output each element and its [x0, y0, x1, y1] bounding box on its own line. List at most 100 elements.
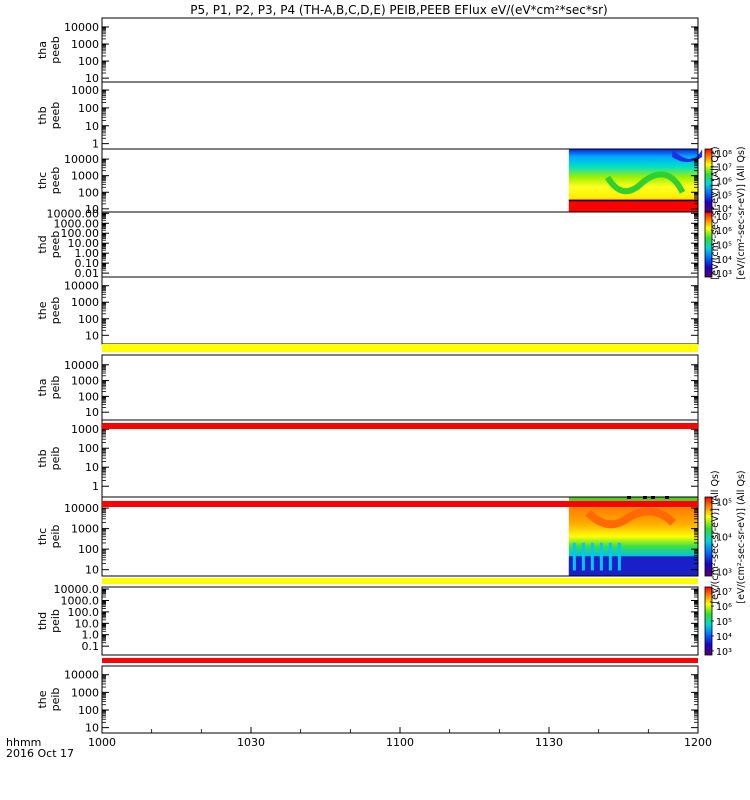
x-tick-label: 1200 [684, 736, 712, 749]
colorbar-tick-label: 10⁶ [716, 177, 732, 188]
spectrogram-noise-column [608, 542, 612, 571]
bar-yellow-1 [102, 344, 698, 352]
y-tick-label: 1 [92, 138, 99, 151]
panel-probe-label: thb [36, 449, 49, 467]
panel-product-label: peib [49, 609, 62, 633]
colorbar-tick-label: 10³ [716, 269, 732, 280]
y-tick-label: 1000 [71, 375, 99, 388]
y-tick-label: 10000.0 [54, 583, 100, 596]
panel-frame [101, 276, 699, 345]
bar-red-2 [102, 501, 698, 507]
y-tick-label: 1000 [71, 84, 99, 97]
colorbar-label: [eV/(cm²-sec-sr-eV)] (All Qs) [710, 470, 721, 603]
colorbar-tick-label: 10⁴ [716, 204, 732, 215]
y-tick-label: 100.0 [68, 606, 100, 619]
colorbar-tick-label: 10⁷ [716, 587, 732, 598]
spectrogram-noise-column [590, 542, 594, 571]
bar-red-1 [102, 423, 698, 429]
spectrogram-noise-column [572, 542, 576, 571]
colorbar-tick-label: 10⁵ [716, 241, 732, 252]
spectrogram-blue-band [568, 556, 698, 576]
panel-product-label: peeb [49, 167, 62, 195]
spectrogram-orange-wave [585, 507, 677, 529]
x-tick-label: 1000 [88, 736, 116, 749]
y-tick-label: 100 [78, 442, 99, 455]
panel-product-label: peeb [49, 36, 62, 64]
bar-red-3 [102, 658, 698, 663]
x-axis: 1000 1030 1100 1130 1200 [88, 727, 712, 749]
colorbar-tick-label: 10⁵ [716, 617, 732, 628]
colorbar-label: [eV/(cm²-sec-sr-eV)] (All Qs) [736, 470, 747, 603]
panel-frame [101, 419, 699, 498]
colorbar-tick-label: 10⁶ [716, 226, 732, 237]
panel-frame [101, 81, 699, 150]
flag-marker [643, 496, 647, 499]
colorbar-tick-label: 10³ [716, 647, 732, 658]
panel-product-label: peeb [49, 231, 62, 259]
y-tick-label: 100 [78, 704, 99, 717]
colorbar-label: [eV/(cm²-sec-sr-eV)] (All Qs) [736, 146, 747, 279]
y-tick-label: 100 [78, 102, 99, 115]
panel-probe-label: tha [36, 41, 49, 59]
y-tick-label: 1000 [71, 38, 99, 51]
colorbar-4: 10³ 10⁴ 10⁵ 10⁶ 10⁷[eV/(cm²-sec-sr-eV)] (All… [704, 470, 732, 658]
y-tick-label: 10 [85, 406, 99, 419]
panel-product-label: peib [49, 525, 62, 549]
panel-thc-peib: 10 100 1000 10000 thc peib [36, 496, 699, 577]
y-tick-label: 10000 [64, 359, 99, 372]
y-tick-label: 10000 [64, 280, 99, 293]
y-tick-label: 10000.00 [47, 207, 100, 220]
y-tick-label: 10.00 [68, 237, 100, 250]
panel-frame [101, 665, 699, 734]
y-tick-label: 10 [85, 72, 99, 85]
colorbar-1: 10⁴ 10⁵ 10⁶ 10⁷ 10⁸[eV/(cm²-sec-sr-eV)] (All… [704, 146, 732, 280]
colorbar-tick-label: 10⁷ [716, 212, 732, 223]
panel-frame [101, 354, 699, 421]
panel-the-peib: 10 100 1000 10000 the peib [36, 665, 699, 735]
panel-thb-peib: 1 10 100 1000 thb peib [36, 419, 699, 498]
y-tick-label: 1000 [71, 423, 99, 436]
panel-frame [101, 17, 699, 83]
panel-probe-label: the [36, 301, 49, 319]
colorbar-tick-label: 10⁵ [716, 498, 732, 509]
panel-probe-label: thc [36, 172, 49, 189]
y-tick-label: 10 [85, 329, 99, 342]
spectrogram-low-energy-band [568, 199, 698, 212]
colorbar-tick-label: 10⁵ [716, 190, 732, 201]
x-tick-label: 1030 [237, 736, 265, 749]
panel-probe-label: thd [36, 235, 49, 253]
y-tick-label: 0.1 [82, 640, 100, 653]
colorbar-tick-label: 10⁸ [716, 149, 732, 160]
colorbar-tick-label: 10⁴ [716, 533, 732, 544]
flag-marker [627, 496, 631, 499]
panel-product-label: peib [49, 447, 62, 471]
colorbar-gradient [704, 211, 713, 278]
spectrogram-noise-column [617, 542, 621, 571]
y-tick-label: 100 [78, 55, 99, 68]
flag-marker [665, 496, 669, 499]
bar-yellow-2 [102, 578, 698, 584]
y-tick-label: 10000 [64, 669, 99, 682]
y-tick-label: 10 [85, 722, 99, 735]
y-tick-label: 1000 [71, 523, 99, 536]
panel-tha-peib: 10 100 1000 10000 tha peib [36, 354, 699, 421]
panel-product-label: peib [49, 688, 62, 712]
panel-probe-label: thd [36, 612, 49, 630]
y-tick-label: 100 [78, 313, 99, 326]
y-tick-label: 100.00 [61, 227, 100, 240]
x-tick-label: 1100 [386, 736, 414, 749]
panel-probe-label: the [36, 690, 49, 708]
x-tick-label: 1130 [535, 736, 563, 749]
y-tick-label: 10000 [64, 21, 99, 34]
y-tick-label: 1000.0 [61, 594, 100, 607]
panel-frame [101, 586, 699, 656]
colorbar-tick-label: 10³ [716, 567, 732, 578]
colorbar-tick-label: 10⁴ [716, 255, 732, 266]
colorbar-label: [eV/(cm²-sec-sr-eV)] (All Qs) [710, 146, 721, 279]
y-tick-label: 1000.00 [54, 217, 100, 230]
y-tick-label: 10 [85, 461, 99, 474]
